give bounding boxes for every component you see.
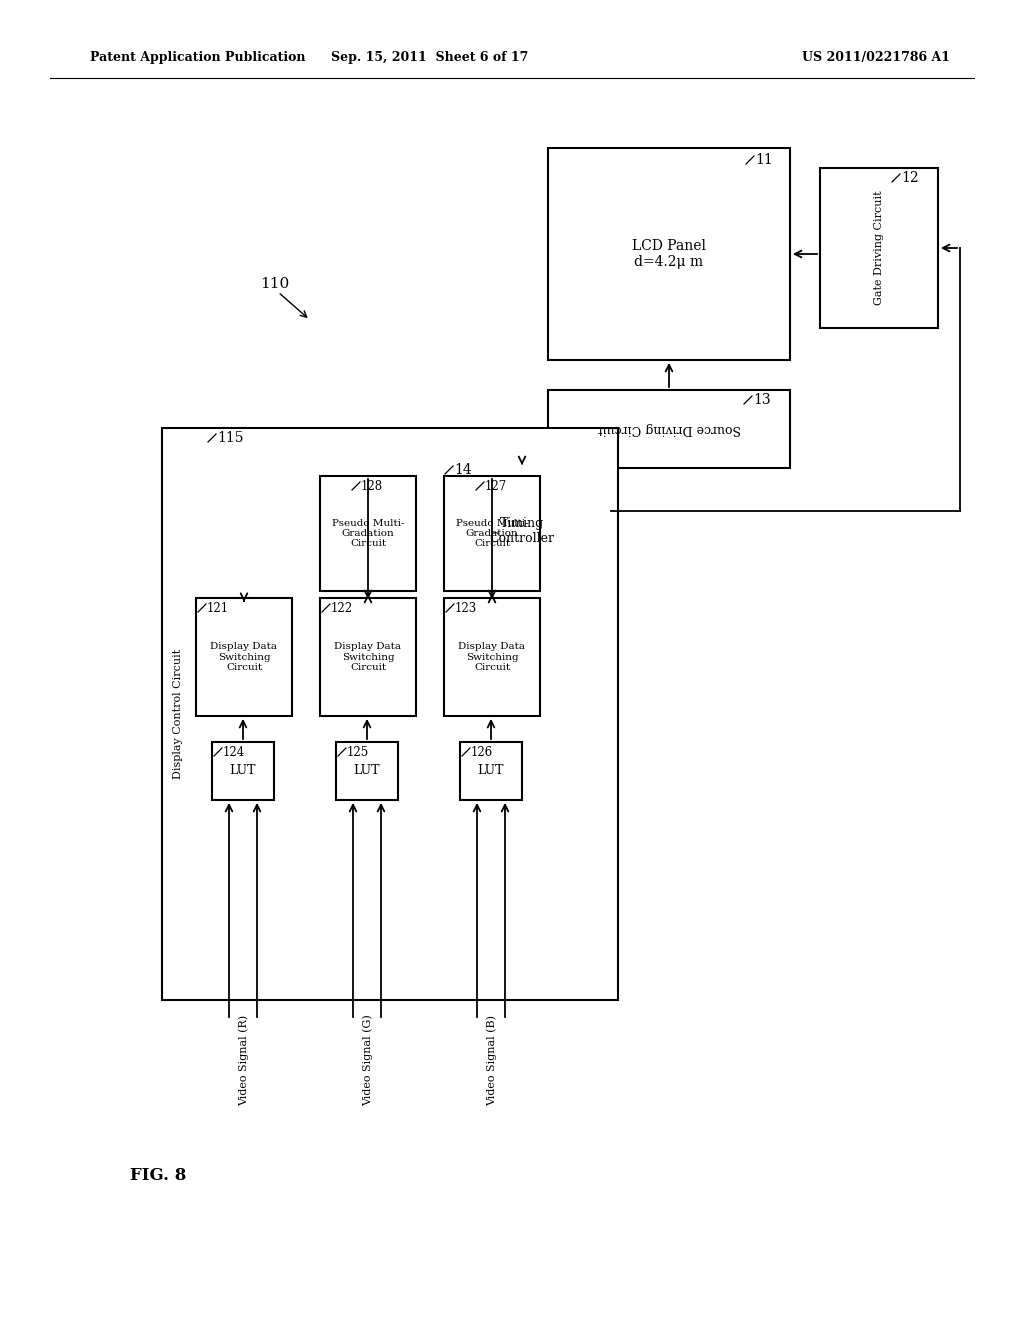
Bar <box>336 742 398 800</box>
Bar <box>548 148 790 360</box>
Text: Sep. 15, 2011  Sheet 6 of 17: Sep. 15, 2011 Sheet 6 of 17 <box>332 51 528 65</box>
Bar <box>460 742 522 800</box>
Bar <box>196 598 292 715</box>
Text: Display Data
Switching
Circuit: Display Data Switching Circuit <box>211 642 278 672</box>
Text: Patent Application Publication: Patent Application Publication <box>90 51 305 65</box>
Bar <box>820 168 938 327</box>
Bar <box>319 598 416 715</box>
Text: LUT: LUT <box>478 764 504 777</box>
Text: Gate Driving Circuit: Gate Driving Circuit <box>874 190 884 305</box>
Text: 14: 14 <box>454 463 472 477</box>
Text: LUT: LUT <box>353 764 380 777</box>
Text: Timing
Controller: Timing Controller <box>489 517 555 545</box>
Text: 11: 11 <box>755 153 773 168</box>
Text: 128: 128 <box>361 479 383 492</box>
Text: 126: 126 <box>471 746 494 759</box>
Text: Display Data
Switching
Circuit: Display Data Switching Circuit <box>459 642 525 672</box>
Text: FIG. 8: FIG. 8 <box>130 1167 186 1184</box>
Text: Video Signal (R): Video Signal (R) <box>239 1015 249 1106</box>
Text: 122: 122 <box>331 602 353 615</box>
Text: Pseudo Multi-
Gradation
Circuit: Pseudo Multi- Gradation Circuit <box>332 519 404 548</box>
Text: Pseudo Multi-
Gradation
Circuit: Pseudo Multi- Gradation Circuit <box>456 519 528 548</box>
Text: 121: 121 <box>207 602 229 615</box>
Text: Video Signal (G): Video Signal (G) <box>362 1014 374 1106</box>
Text: Display Data
Switching
Circuit: Display Data Switching Circuit <box>335 642 401 672</box>
Bar <box>548 389 790 469</box>
Bar <box>444 477 540 591</box>
Bar <box>433 459 611 602</box>
Text: 127: 127 <box>485 479 507 492</box>
Text: 123: 123 <box>455 602 477 615</box>
Bar <box>212 742 274 800</box>
Text: LCD Panel
d=4.2μ m: LCD Panel d=4.2μ m <box>632 239 706 269</box>
Text: 124: 124 <box>223 746 246 759</box>
Text: 110: 110 <box>260 277 289 290</box>
Text: Display Control Circuit: Display Control Circuit <box>173 649 183 779</box>
Text: 12: 12 <box>901 172 919 185</box>
Text: Source Driving Circuit: Source Driving Circuit <box>597 422 740 436</box>
Bar <box>319 477 416 591</box>
Text: Video Signal (B): Video Signal (B) <box>486 1015 498 1106</box>
Bar <box>162 428 618 1001</box>
Text: 125: 125 <box>347 746 370 759</box>
Text: LUT: LUT <box>229 764 256 777</box>
Text: 13: 13 <box>753 393 771 407</box>
Bar <box>444 598 540 715</box>
Text: US 2011/0221786 A1: US 2011/0221786 A1 <box>802 51 950 65</box>
Text: 115: 115 <box>217 432 244 445</box>
